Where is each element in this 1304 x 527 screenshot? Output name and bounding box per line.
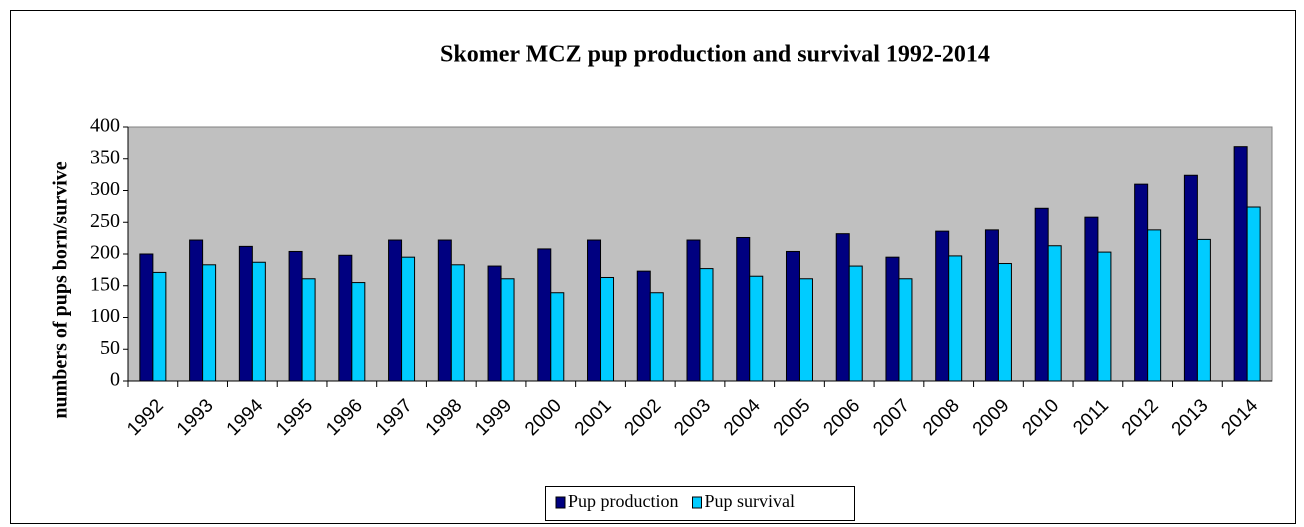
bar [338,254,353,382]
bar [1084,216,1099,382]
legend-label: Pup survival [705,491,796,511]
bar [437,239,452,382]
bar [301,278,316,382]
bar [251,261,266,382]
bar [587,239,602,382]
bar [686,239,701,382]
y-tick-label: 0 [110,369,120,391]
bar [898,278,913,382]
bar [699,268,714,382]
bar [139,253,154,382]
y-tick-label: 350 [90,146,120,168]
bar [288,250,303,382]
bar [202,264,217,382]
y-tick-label: 400 [90,115,120,137]
bar [1196,238,1211,382]
bar [935,230,950,382]
bar [1034,207,1049,382]
bar [388,239,403,382]
legend: Pup production Pup survival [545,486,855,521]
bar [736,236,751,382]
bar [1134,183,1149,382]
bar [401,256,416,382]
bar [550,292,565,382]
bar [1097,251,1112,382]
legend-label: Pup production [568,491,679,511]
bar [487,265,502,382]
y-axis-label: numbers of pups born/survive [50,161,72,418]
y-tick-label: 300 [90,178,120,200]
bar [238,245,253,382]
bar [1183,174,1198,382]
bar [749,275,764,382]
bar [1246,206,1261,382]
bar [636,270,651,382]
bar [984,229,999,382]
bar [798,278,813,382]
y-tick-label: 100 [90,305,120,327]
y-tick-label: 150 [90,273,120,295]
bar [649,292,664,382]
y-tick-label: 50 [100,337,120,359]
bar [997,263,1012,382]
legend-swatch [692,496,702,509]
bar [351,282,366,382]
y-tick-label: 200 [90,242,120,264]
bar [152,271,167,382]
legend-swatch [555,496,566,509]
bar [450,264,465,382]
bar [1233,146,1248,382]
bar [785,250,800,382]
y-tick-label: 250 [90,210,120,232]
bar [1047,245,1062,382]
bar [885,256,900,382]
bar [189,239,204,382]
bar [600,276,615,382]
bar [537,248,552,382]
bar [1147,229,1162,382]
bar [500,278,515,382]
bar [835,233,850,382]
bar [948,255,963,382]
chart-title: Skomer MCZ pup production and survival 1… [440,42,990,68]
bar [848,265,863,382]
